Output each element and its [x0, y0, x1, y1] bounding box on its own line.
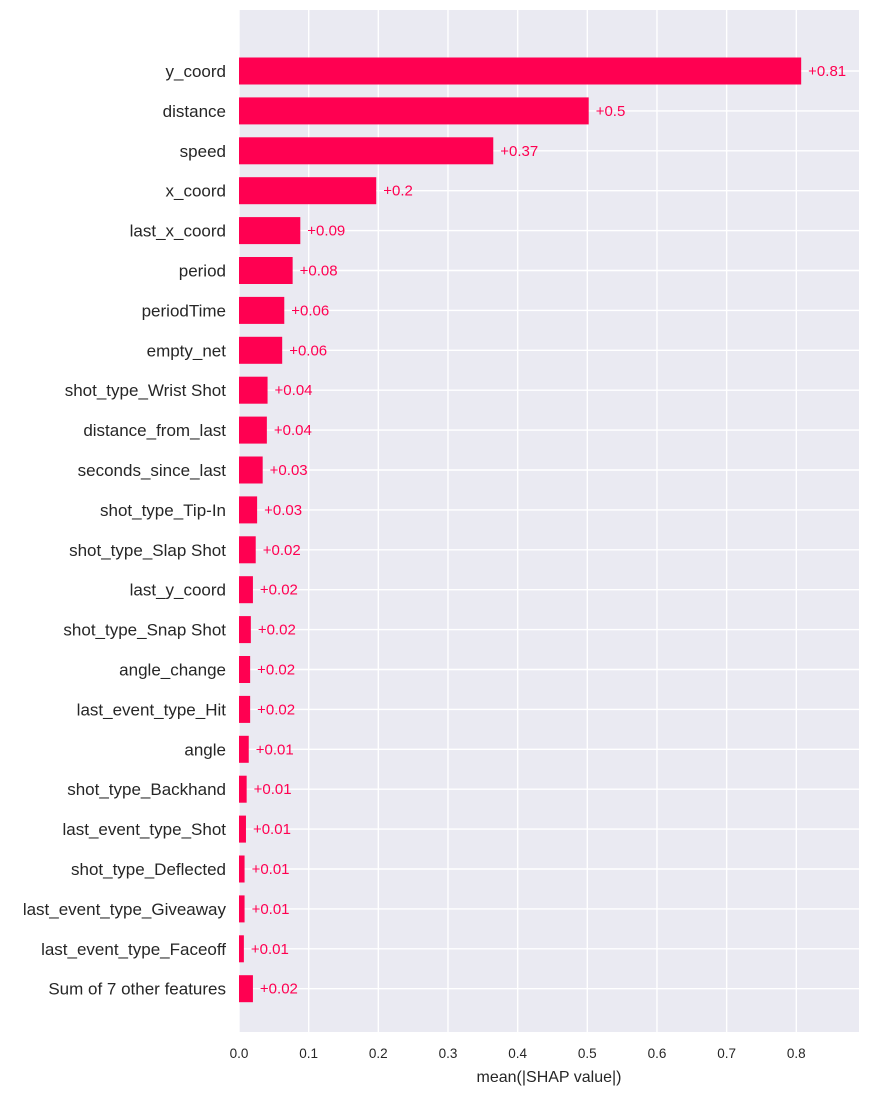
- value-labels: +0.81 +0.5 +0.37 +0.2 +0.09 +0.08 +0.06 +0.06 +0…: [251, 63, 846, 998]
- bar: [239, 137, 494, 165]
- bar: [239, 257, 293, 284]
- x-tick-label: 0.5: [578, 1046, 597, 1061]
- bar: [239, 735, 249, 763]
- feature-label: x_coord: [166, 182, 226, 201]
- bar: [239, 815, 246, 843]
- x-axis-ticks: 0.0 0.1 0.2 0.3 0.4 0.5 0.6 0.7 0.8: [230, 1046, 806, 1061]
- feature-label: angle_change: [119, 661, 226, 680]
- feature-label: period: [179, 262, 226, 281]
- feature-label: last_event_type_Hit: [77, 700, 227, 719]
- value-label: +0.04: [275, 382, 313, 399]
- value-label: +0.06: [291, 302, 329, 319]
- bar: [239, 57, 802, 85]
- value-label: +0.03: [270, 462, 308, 479]
- value-label: +0.02: [258, 622, 296, 639]
- value-label: +0.37: [500, 143, 538, 160]
- feature-label: distance_from_last: [83, 421, 226, 440]
- value-label: +0.01: [251, 941, 289, 958]
- bar: [239, 895, 245, 923]
- feature-label: speed: [180, 142, 226, 161]
- bar: [239, 97, 589, 125]
- feature-label: y_coord: [166, 62, 226, 81]
- value-label: +0.01: [253, 821, 291, 838]
- x-tick-label: 0.3: [439, 1046, 458, 1061]
- value-label: +0.01: [252, 901, 290, 918]
- value-label: +0.08: [300, 263, 338, 280]
- x-axis-title: mean(|SHAP value|): [477, 1069, 622, 1086]
- x-tick-label: 0.4: [508, 1046, 527, 1061]
- value-label: +0.06: [289, 342, 327, 359]
- value-label: +0.01: [254, 781, 292, 798]
- value-label: +0.01: [252, 861, 290, 878]
- bar: [239, 296, 285, 324]
- bar: [239, 217, 301, 245]
- feature-labels: y_coord distance speed x_coord last_x_coordp…: [23, 62, 227, 999]
- feature-label: distance: [163, 102, 226, 121]
- feature-label: last_event_type_Faceoff: [41, 940, 226, 959]
- x-tick-label: 0.7: [717, 1046, 736, 1061]
- value-label: +0.5: [596, 103, 626, 120]
- bar: [239, 496, 258, 524]
- feature-label: Sum of 7 other features: [48, 980, 226, 999]
- value-label: +0.02: [257, 662, 295, 679]
- bar: [239, 576, 253, 604]
- bar: [239, 456, 263, 484]
- feature-label: last_y_coord: [130, 581, 226, 600]
- bar: [239, 975, 253, 1003]
- value-label: +0.02: [257, 701, 295, 718]
- feature-label: shot_type_Snap Shot: [63, 621, 226, 640]
- value-label: +0.02: [260, 981, 298, 998]
- x-tick-label: 0.2: [369, 1046, 388, 1061]
- feature-label: last_x_coord: [130, 222, 226, 241]
- value-label: +0.02: [263, 542, 301, 559]
- bar: [239, 695, 251, 723]
- feature-label: seconds_since_last: [78, 461, 227, 480]
- value-label: +0.03: [264, 502, 302, 519]
- x-tick-label: 0.6: [648, 1046, 667, 1061]
- feature-label: shot_type_Slap Shot: [69, 541, 226, 560]
- x-tick-label: 0.1: [299, 1046, 318, 1061]
- bar: [239, 616, 251, 644]
- value-label: +0.09: [307, 223, 345, 240]
- feature-label: periodTime: [142, 301, 226, 320]
- feature-label: shot_type_Tip-In: [100, 501, 226, 520]
- value-label: +0.01: [256, 741, 294, 758]
- bar: [239, 855, 245, 883]
- value-label: +0.02: [260, 582, 298, 599]
- bar: [239, 775, 247, 803]
- bar: [239, 536, 256, 564]
- bar: [239, 336, 283, 364]
- value-label: +0.81: [808, 63, 846, 80]
- feature-label: shot_type_Wrist Shot: [65, 381, 227, 400]
- value-label: +0.04: [274, 422, 312, 439]
- bar: [239, 376, 268, 404]
- feature-label: shot_type_Deflected: [71, 860, 226, 879]
- bar: [239, 416, 267, 444]
- bar: [239, 177, 377, 205]
- x-tick-label: 0.8: [787, 1046, 806, 1061]
- bar: [239, 935, 244, 963]
- value-label: +0.2: [383, 183, 413, 200]
- feature-label: empty_net: [147, 341, 227, 360]
- feature-label: last_event_type_Giveaway: [23, 900, 227, 919]
- bars: [239, 57, 802, 1003]
- feature-label: shot_type_Backhand: [67, 780, 226, 799]
- x-tick-label: 0.0: [230, 1046, 249, 1061]
- feature-label: angle: [184, 740, 226, 759]
- bar: [239, 656, 251, 683]
- feature-label: last_event_type_Shot: [62, 820, 226, 839]
